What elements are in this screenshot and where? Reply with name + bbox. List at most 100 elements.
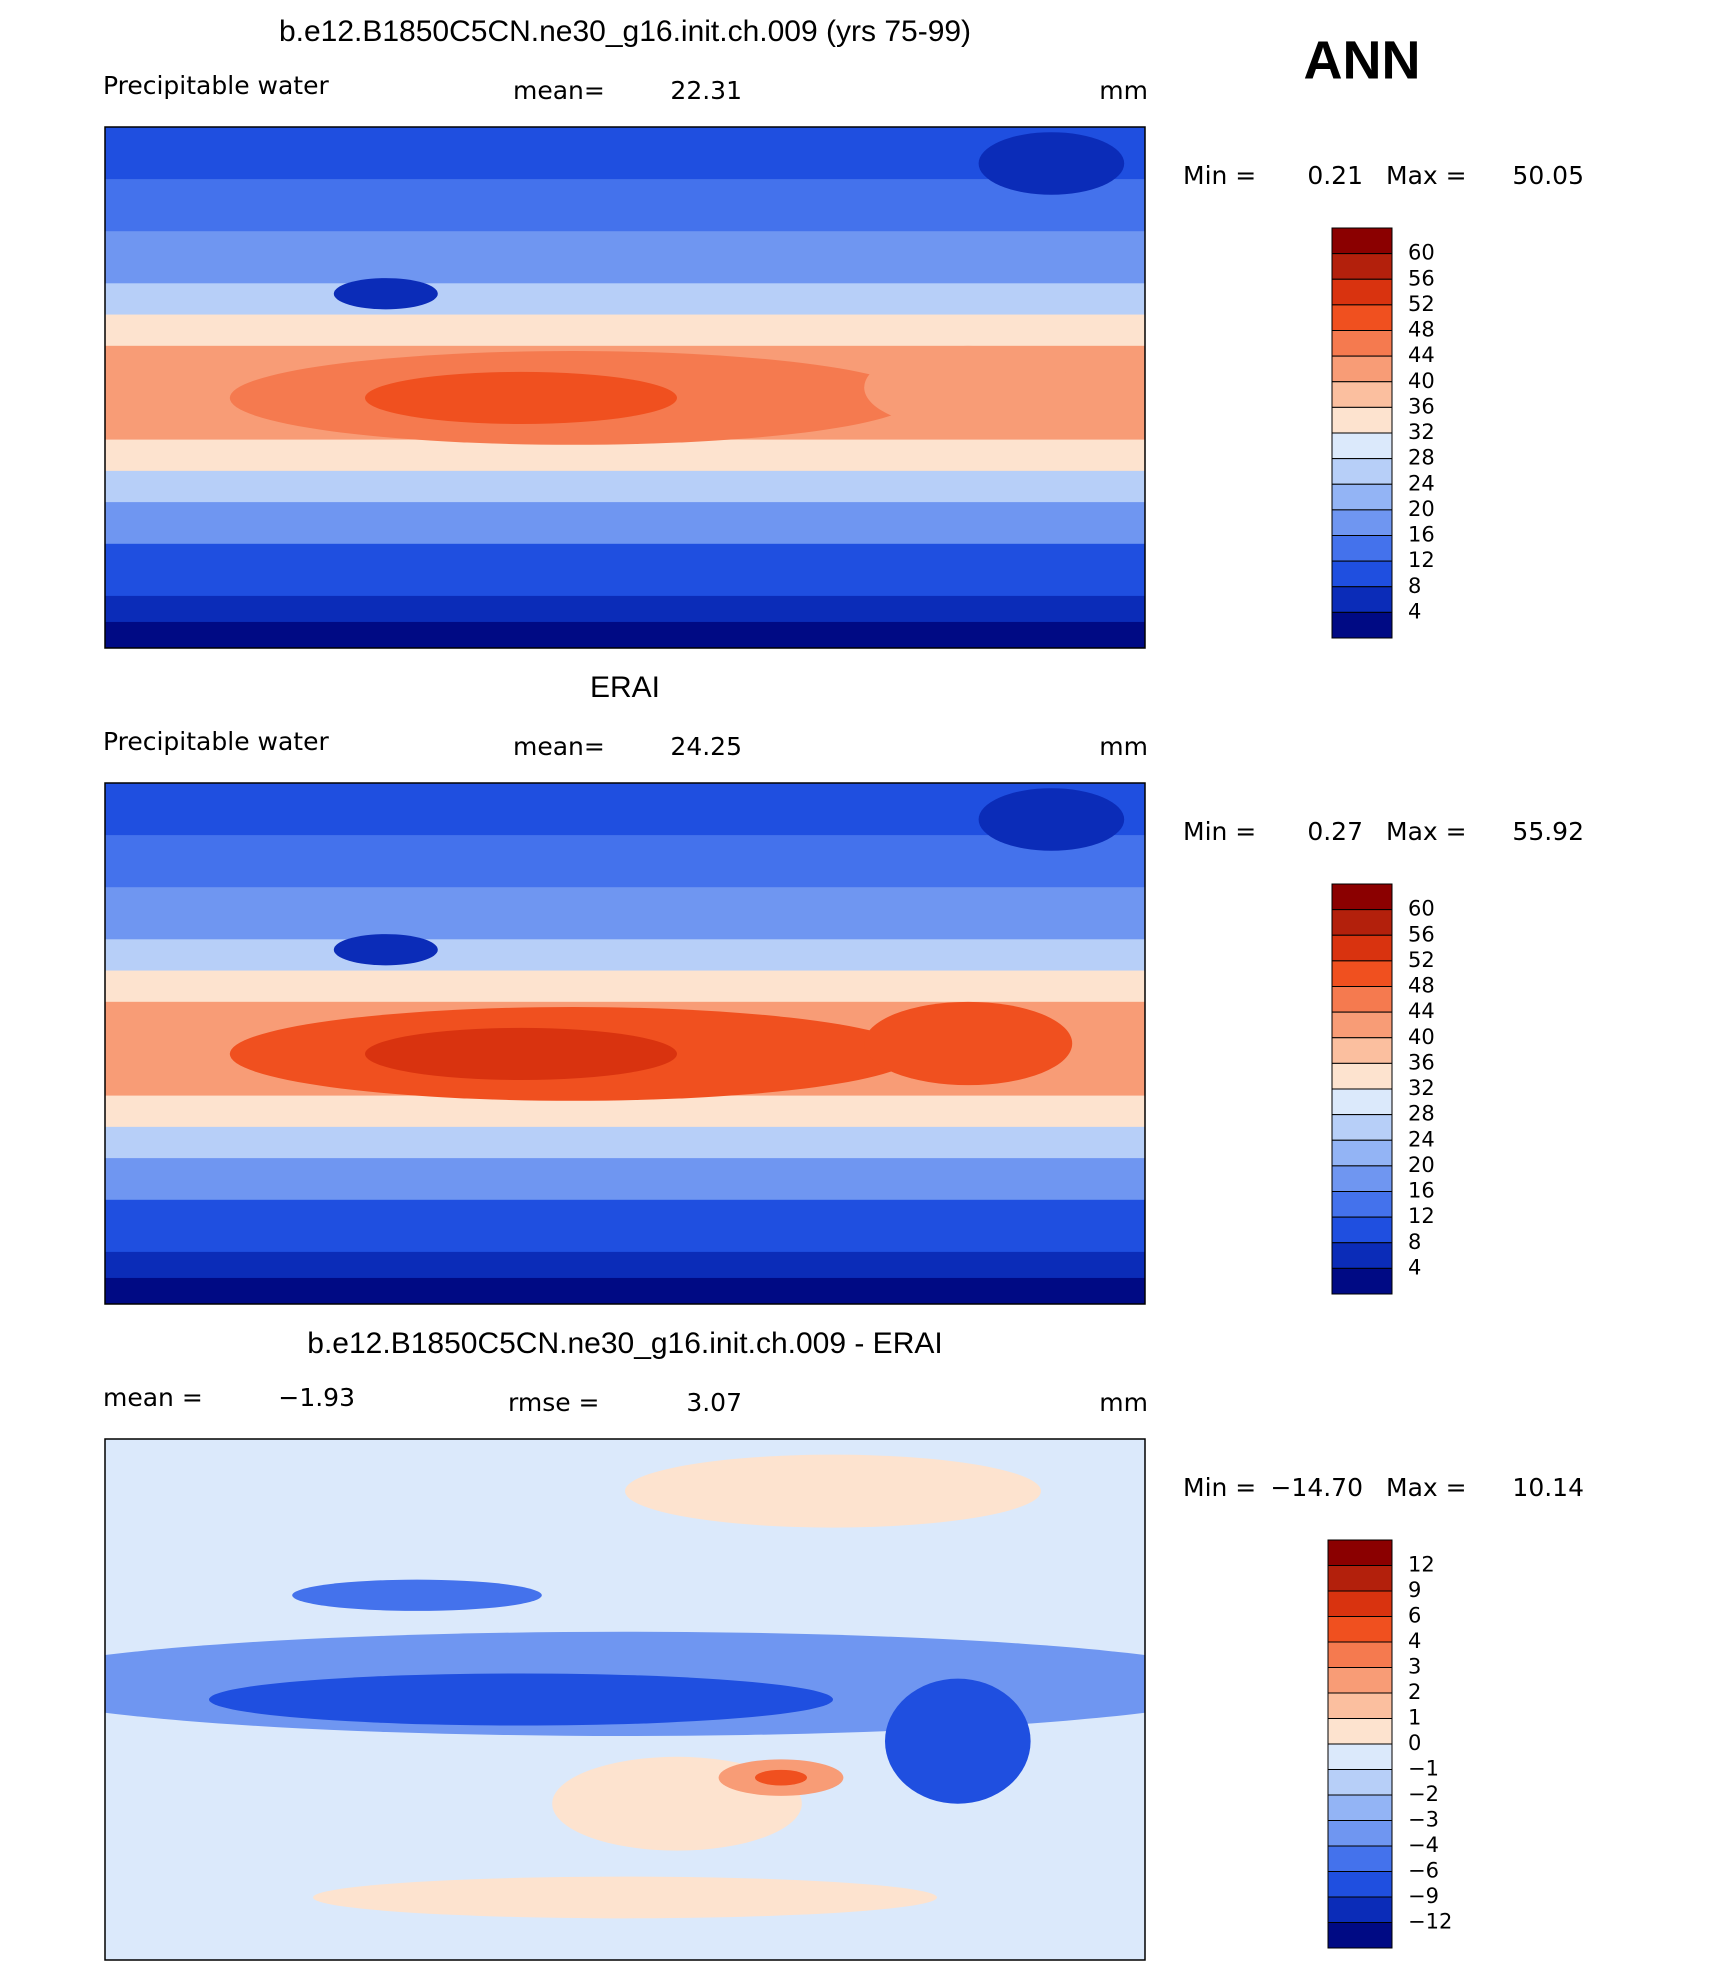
colorbar-box: [1331, 1139, 1393, 1167]
panel-title: b.e12.B1850C5CN.ne30_g16.init.ch.009 - E…: [307, 1327, 942, 1360]
colorbar-box: [1327, 1845, 1393, 1872]
colorbar-label: 40: [1408, 1025, 1435, 1049]
left-label: Precipitable water: [103, 71, 329, 100]
figure-label: ANN: [1304, 30, 1421, 90]
colorbar-box: [1331, 432, 1393, 460]
colorbar-box: [1331, 1037, 1393, 1064]
colorbar-label: −4: [1408, 1833, 1439, 1857]
colorbar-box: [1327, 1743, 1393, 1770]
colorbar-box: [1331, 1011, 1393, 1039]
field-band: [105, 231, 1145, 285]
colorbar-box: [1327, 1794, 1393, 1821]
panel-title: b.e12.B1850C5CN.ne30_g16.init.ch.009 (yr…: [279, 15, 971, 48]
colorbar-box: [1331, 1088, 1393, 1116]
colorbar-box: [1331, 586, 1393, 613]
colorbar-box: [1327, 1820, 1393, 1847]
colorbar-box: [1327, 1896, 1393, 1923]
colorbar-label: 48: [1408, 974, 1435, 998]
field-blob: [864, 345, 1073, 430]
field-blob: [209, 1673, 833, 1726]
field-blob: [978, 788, 1125, 851]
field-band: [105, 970, 1145, 1003]
max-label: Max =: [1386, 817, 1467, 846]
field-band: [105, 887, 1145, 941]
map-frame: [104, 1438, 1146, 1961]
field-blob: [365, 371, 677, 424]
colorbar-box: [1331, 909, 1393, 936]
colorbar-box: [1327, 1590, 1393, 1617]
field-blob: [885, 1678, 1031, 1804]
colorbar-box: [1331, 253, 1393, 280]
colorbar-label: 4: [1408, 599, 1421, 623]
min-label: Min =: [1183, 1473, 1256, 1502]
colorbar-box: [1331, 535, 1393, 562]
colorbar-label: −2: [1408, 1782, 1439, 1806]
center-value: 24.25: [670, 732, 742, 761]
colorbar-box: [1327, 1539, 1393, 1566]
colorbar-box: [1331, 934, 1393, 962]
colorbar-label: 8: [1408, 574, 1421, 598]
max-value: 10.14: [1512, 1473, 1584, 1502]
min-value: 0.21: [1307, 161, 1363, 190]
units: mm: [1099, 732, 1148, 761]
center-label: mean=: [513, 76, 605, 105]
colorbar-box: [1331, 330, 1393, 357]
colorbar-box: [1331, 560, 1393, 588]
colorbar-box: [1331, 1267, 1393, 1295]
center-value: 3.07: [686, 1388, 742, 1417]
colorbar-box: [1331, 483, 1393, 511]
field-band: [105, 595, 1145, 623]
colorbar-box: [1327, 1769, 1393, 1796]
field-band: [105, 127, 1145, 181]
colorbar-label: 52: [1408, 292, 1435, 316]
colorbar-label: 4: [1408, 1255, 1421, 1279]
colorbar-label: 60: [1408, 897, 1435, 921]
field-blob: [755, 1769, 807, 1786]
colorbar-label: 56: [1408, 266, 1435, 290]
left-label: mean =: [103, 1383, 203, 1412]
max-value: 50.05: [1512, 161, 1584, 190]
field-band: [105, 179, 1145, 233]
field-blob: [625, 1454, 1041, 1528]
map: [105, 127, 1145, 648]
colorbar-box: [1327, 1718, 1393, 1745]
field-band: [105, 1095, 1145, 1128]
colorbar-box: [1331, 1242, 1393, 1269]
colorbar-box: [1327, 1641, 1393, 1668]
colorbar-box: [1331, 458, 1393, 485]
panel-title: ERAI: [590, 671, 660, 704]
min-value: −14.70: [1270, 1473, 1363, 1502]
colorbar-label: 20: [1408, 1153, 1435, 1177]
field-band: [105, 439, 1145, 472]
colorbar-box: [1331, 611, 1393, 639]
colorbar-box: [1327, 1667, 1393, 1694]
field-blob: [333, 934, 438, 966]
colorbar-label: 48: [1408, 318, 1435, 342]
map: [105, 1439, 1145, 1960]
colorbar-label: 44: [1408, 999, 1435, 1023]
field-band: [105, 1199, 1145, 1253]
colorbar-label: 28: [1408, 1102, 1435, 1126]
colorbar-label: 16: [1408, 523, 1435, 547]
field-band: [105, 1126, 1145, 1160]
field-blob: [292, 1579, 542, 1611]
colorbar-box: [1331, 381, 1393, 408]
units: mm: [1099, 76, 1148, 105]
colorbar-box: [1331, 986, 1393, 1013]
colorbar-label: −1: [1408, 1757, 1439, 1781]
center-value: 22.31: [670, 76, 742, 105]
colorbar-box: [1331, 883, 1393, 911]
left-value: −1.93: [278, 1383, 355, 1412]
colorbar-box: [1331, 304, 1393, 331]
map: [105, 783, 1145, 1304]
colorbar-label: 16: [1408, 1179, 1435, 1203]
colorbar-box: [1331, 227, 1393, 255]
colorbar-box: [1327, 1565, 1393, 1592]
map-frame: [104, 782, 1146, 1305]
field-blob: [365, 1027, 677, 1080]
colorbar-label: 36: [1408, 394, 1435, 418]
colorbar-label: −3: [1408, 1808, 1439, 1832]
colorbar-box: [1331, 1216, 1393, 1244]
max-value: 55.92: [1512, 817, 1584, 846]
colorbar-box: [1331, 1191, 1393, 1218]
